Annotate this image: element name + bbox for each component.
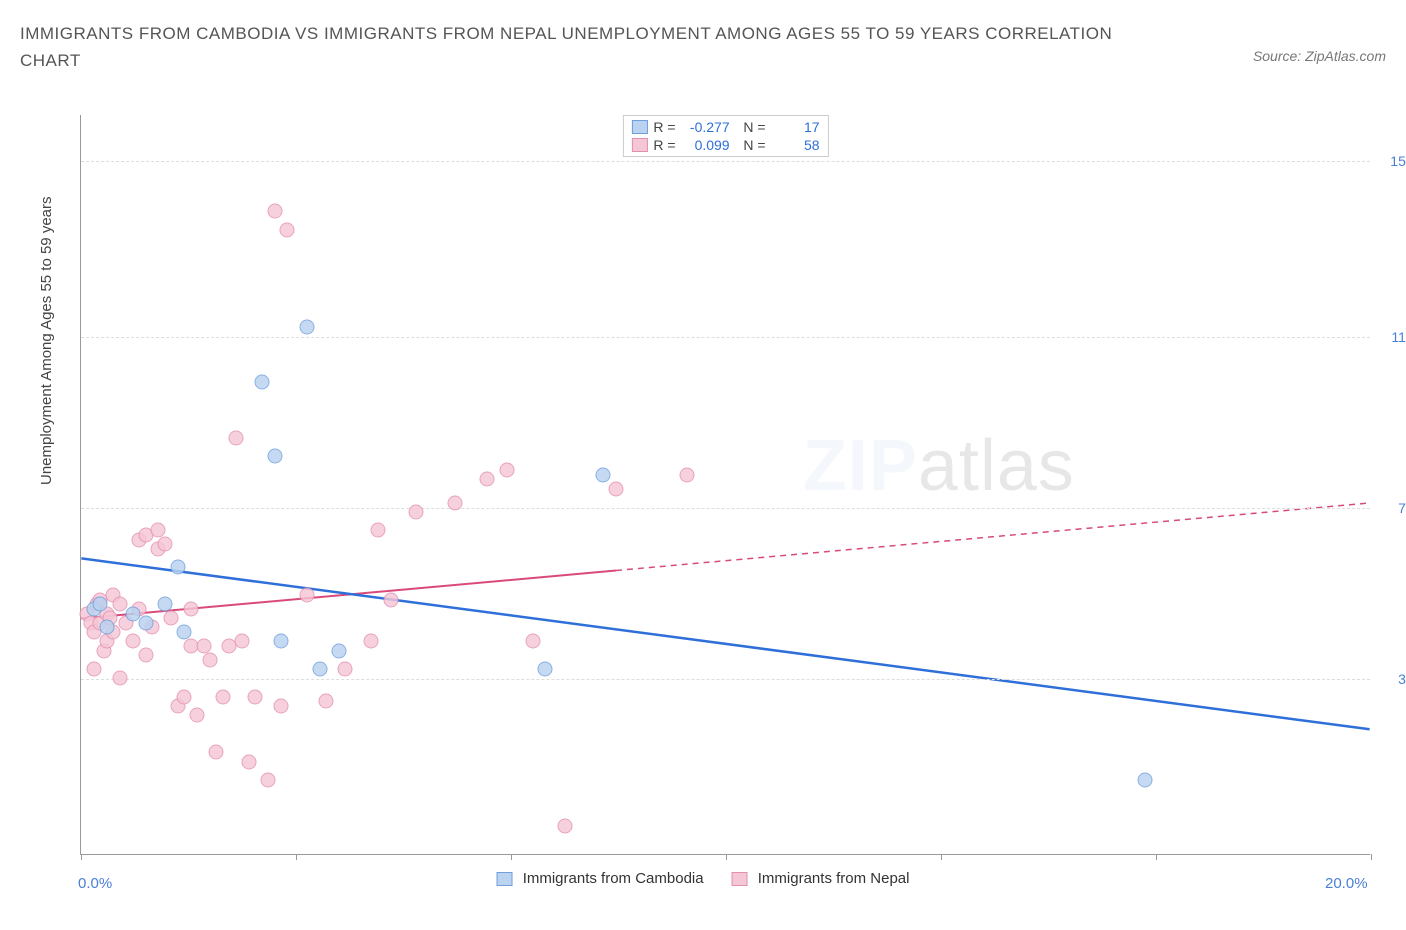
r-value-cambodia: -0.277 [682, 119, 730, 135]
y-axis-label: Unemployment Among Ages 55 to 59 years [38, 196, 55, 485]
x-tick [941, 854, 942, 860]
data-point [157, 597, 172, 612]
gridline [81, 508, 1370, 509]
data-point [1138, 773, 1153, 788]
data-point [228, 430, 243, 445]
data-point [370, 523, 385, 538]
data-point [299, 319, 314, 334]
swatch-nepal-icon [631, 138, 647, 152]
legend-label-cambodia: Immigrants from Cambodia [523, 870, 704, 887]
data-point [190, 708, 205, 723]
r-label: R = [653, 137, 675, 153]
trendlines-svg [81, 115, 1370, 854]
gridline [81, 679, 1370, 680]
gridline [81, 337, 1370, 338]
data-point [383, 592, 398, 607]
data-point [183, 601, 198, 616]
data-point [203, 652, 218, 667]
data-point [254, 375, 269, 390]
data-point [338, 662, 353, 677]
data-point [112, 671, 127, 686]
data-point [538, 662, 553, 677]
data-point [499, 463, 514, 478]
x-tick [1371, 854, 1372, 860]
stats-legend: R = -0.277 N = 17 R = 0.099 N = 58 [622, 115, 828, 157]
swatch-cambodia-icon [497, 872, 513, 886]
n-value-nepal: 58 [772, 137, 820, 153]
watermark-b: atlas [918, 426, 1075, 506]
data-point [138, 648, 153, 663]
watermark: ZIPatlas [803, 425, 1075, 507]
data-point [157, 537, 172, 552]
n-label: N = [736, 119, 766, 135]
data-point [151, 523, 166, 538]
data-point [215, 689, 230, 704]
x-tick [726, 854, 727, 860]
y-tick-label: 15.0% [1375, 153, 1406, 169]
data-point [267, 449, 282, 464]
data-point [138, 615, 153, 630]
data-point [235, 634, 250, 649]
chart-title: IMMIGRANTS FROM CAMBODIA VS IMMIGRANTS F… [20, 20, 1120, 74]
data-point [557, 819, 572, 834]
data-point [267, 204, 282, 219]
header-row: IMMIGRANTS FROM CAMBODIA VS IMMIGRANTS F… [20, 20, 1386, 74]
data-point [164, 611, 179, 626]
watermark-a: ZIP [803, 426, 918, 506]
legend-item-nepal: Immigrants from Nepal [732, 870, 910, 887]
data-point [409, 504, 424, 519]
data-point [273, 699, 288, 714]
data-point [86, 662, 101, 677]
data-point [248, 689, 263, 704]
swatch-cambodia-icon [631, 120, 647, 134]
stats-legend-row-cambodia: R = -0.277 N = 17 [631, 118, 819, 136]
data-point [480, 472, 495, 487]
stats-legend-row-nepal: R = 0.099 N = 58 [631, 136, 819, 154]
data-point [99, 620, 114, 635]
n-label: N = [736, 137, 766, 153]
y-tick-label: 11.2% [1375, 329, 1406, 345]
x-tick [511, 854, 512, 860]
data-point [209, 745, 224, 760]
data-point [93, 597, 108, 612]
data-point [170, 560, 185, 575]
x-axis-max-label: 20.0% [1325, 875, 1368, 892]
correlation-chart: IMMIGRANTS FROM CAMBODIA VS IMMIGRANTS F… [20, 20, 1386, 910]
data-point [241, 754, 256, 769]
x-axis-min-label: 0.0% [78, 875, 112, 892]
data-point [177, 689, 192, 704]
data-point [525, 634, 540, 649]
data-point [448, 495, 463, 510]
swatch-nepal-icon [732, 872, 748, 886]
data-point [280, 222, 295, 237]
data-point [299, 588, 314, 603]
legend-item-cambodia: Immigrants from Cambodia [497, 870, 704, 887]
x-tick [296, 854, 297, 860]
y-tick-label: 7.5% [1375, 500, 1406, 516]
plot-area: R = -0.277 N = 17 R = 0.099 N = 58 ZIPat… [80, 115, 1370, 855]
series-legend: Immigrants from Cambodia Immigrants from… [497, 870, 910, 887]
data-point [332, 643, 347, 658]
data-point [177, 625, 192, 640]
data-point [125, 634, 140, 649]
source-label: Source: ZipAtlas.com [1253, 48, 1386, 64]
data-point [312, 662, 327, 677]
data-point [364, 634, 379, 649]
x-tick [1156, 854, 1157, 860]
data-point [196, 638, 211, 653]
r-label: R = [653, 119, 675, 135]
data-point [319, 694, 334, 709]
data-point [609, 481, 624, 496]
data-point [261, 773, 276, 788]
y-tick-label: 3.8% [1375, 671, 1406, 687]
legend-label-nepal: Immigrants from Nepal [758, 870, 910, 887]
data-point [596, 467, 611, 482]
data-point [680, 467, 695, 482]
r-value-nepal: 0.099 [682, 137, 730, 153]
x-tick [81, 854, 82, 860]
gridline [81, 161, 1370, 162]
data-point [273, 634, 288, 649]
n-value-cambodia: 17 [772, 119, 820, 135]
